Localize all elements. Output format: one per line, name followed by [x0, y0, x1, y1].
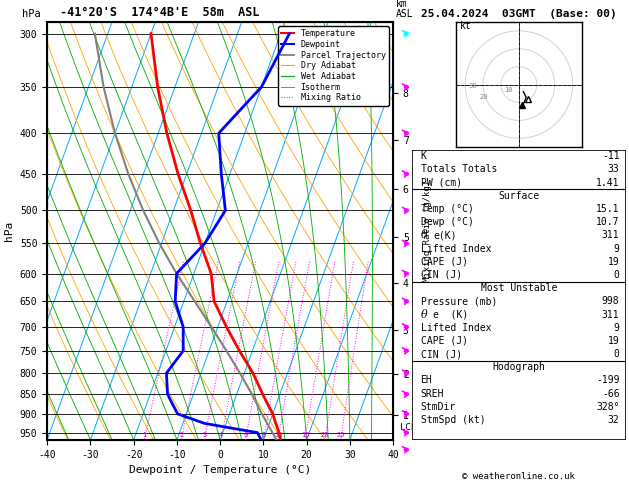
Text: Hodograph: Hodograph	[493, 362, 545, 372]
Text: Lifted Index: Lifted Index	[421, 243, 491, 254]
Text: 311: 311	[602, 310, 620, 319]
Text: Mixing Ratio (g/kg): Mixing Ratio (g/kg)	[423, 180, 432, 282]
Text: kt: kt	[460, 21, 472, 31]
Text: 0: 0	[613, 349, 620, 359]
Text: 33: 33	[608, 164, 620, 174]
Text: 32: 32	[608, 415, 620, 425]
Text: 15.1: 15.1	[596, 204, 620, 214]
Text: 15: 15	[301, 432, 309, 438]
Text: θ: θ	[421, 310, 427, 319]
Text: 4: 4	[219, 432, 223, 438]
Text: hPa: hPa	[22, 9, 41, 19]
Text: 10: 10	[274, 432, 282, 438]
Text: 311: 311	[602, 230, 620, 241]
Text: θ: θ	[421, 230, 427, 241]
Text: 6: 6	[243, 432, 248, 438]
Text: Most Unstable: Most Unstable	[481, 283, 557, 293]
Text: 2: 2	[179, 432, 184, 438]
Text: Surface: Surface	[498, 191, 540, 201]
Text: Pressure (mb): Pressure (mb)	[421, 296, 497, 306]
Legend: Temperature, Dewpoint, Parcel Trajectory, Dry Adiabat, Wet Adiabat, Isotherm, Mi: Temperature, Dewpoint, Parcel Trajectory…	[278, 26, 389, 105]
Text: -41°20'S  174°4B'E  58m  ASL: -41°20'S 174°4B'E 58m ASL	[60, 6, 259, 19]
Text: StmSpd (kt): StmSpd (kt)	[421, 415, 485, 425]
Text: SREH: SREH	[421, 389, 444, 399]
Text: 25.04.2024  03GMT  (Base: 00): 25.04.2024 03GMT (Base: 00)	[421, 9, 617, 19]
Text: CAPE (J): CAPE (J)	[421, 257, 467, 267]
Text: 10: 10	[504, 87, 513, 93]
Text: 998: 998	[602, 296, 620, 306]
Text: -66: -66	[602, 389, 620, 399]
Text: LCL: LCL	[400, 423, 416, 433]
X-axis label: Dewpoint / Temperature (°C): Dewpoint / Temperature (°C)	[129, 465, 311, 475]
Text: © weatheronline.co.uk: © weatheronline.co.uk	[462, 472, 576, 481]
Text: -11: -11	[602, 151, 620, 161]
Text: 30: 30	[469, 83, 477, 89]
Text: CIN (J): CIN (J)	[421, 349, 462, 359]
Text: StmDir: StmDir	[421, 402, 456, 412]
Text: Dewp (°C): Dewp (°C)	[421, 217, 474, 227]
Text: 9: 9	[613, 323, 620, 333]
Text: km
ASL: km ASL	[396, 0, 414, 19]
Text: 9: 9	[613, 243, 620, 254]
Text: 10.7: 10.7	[596, 217, 620, 227]
Text: Temp (°C): Temp (°C)	[421, 204, 474, 214]
Text: 19: 19	[608, 257, 620, 267]
Text: CAPE (J): CAPE (J)	[421, 336, 467, 346]
Text: PW (cm): PW (cm)	[421, 178, 462, 188]
Text: 328°: 328°	[596, 402, 620, 412]
Text: Totals Totals: Totals Totals	[421, 164, 497, 174]
Text: 3: 3	[202, 432, 206, 438]
Text: 8: 8	[262, 432, 266, 438]
Y-axis label: hPa: hPa	[4, 221, 14, 241]
Text: 1: 1	[142, 432, 147, 438]
Text: Lifted Index: Lifted Index	[421, 323, 491, 333]
Text: e(K): e(K)	[433, 230, 457, 241]
Text: K: K	[421, 151, 426, 161]
Text: 0: 0	[613, 270, 620, 280]
Text: e  (K): e (K)	[433, 310, 469, 319]
Text: 1.41: 1.41	[596, 178, 620, 188]
Text: 25: 25	[337, 432, 345, 438]
Text: CIN (J): CIN (J)	[421, 270, 462, 280]
Text: 20: 20	[479, 94, 488, 100]
Text: 19: 19	[608, 336, 620, 346]
Text: -199: -199	[596, 376, 620, 385]
Text: 20: 20	[321, 432, 329, 438]
Text: EH: EH	[421, 376, 432, 385]
